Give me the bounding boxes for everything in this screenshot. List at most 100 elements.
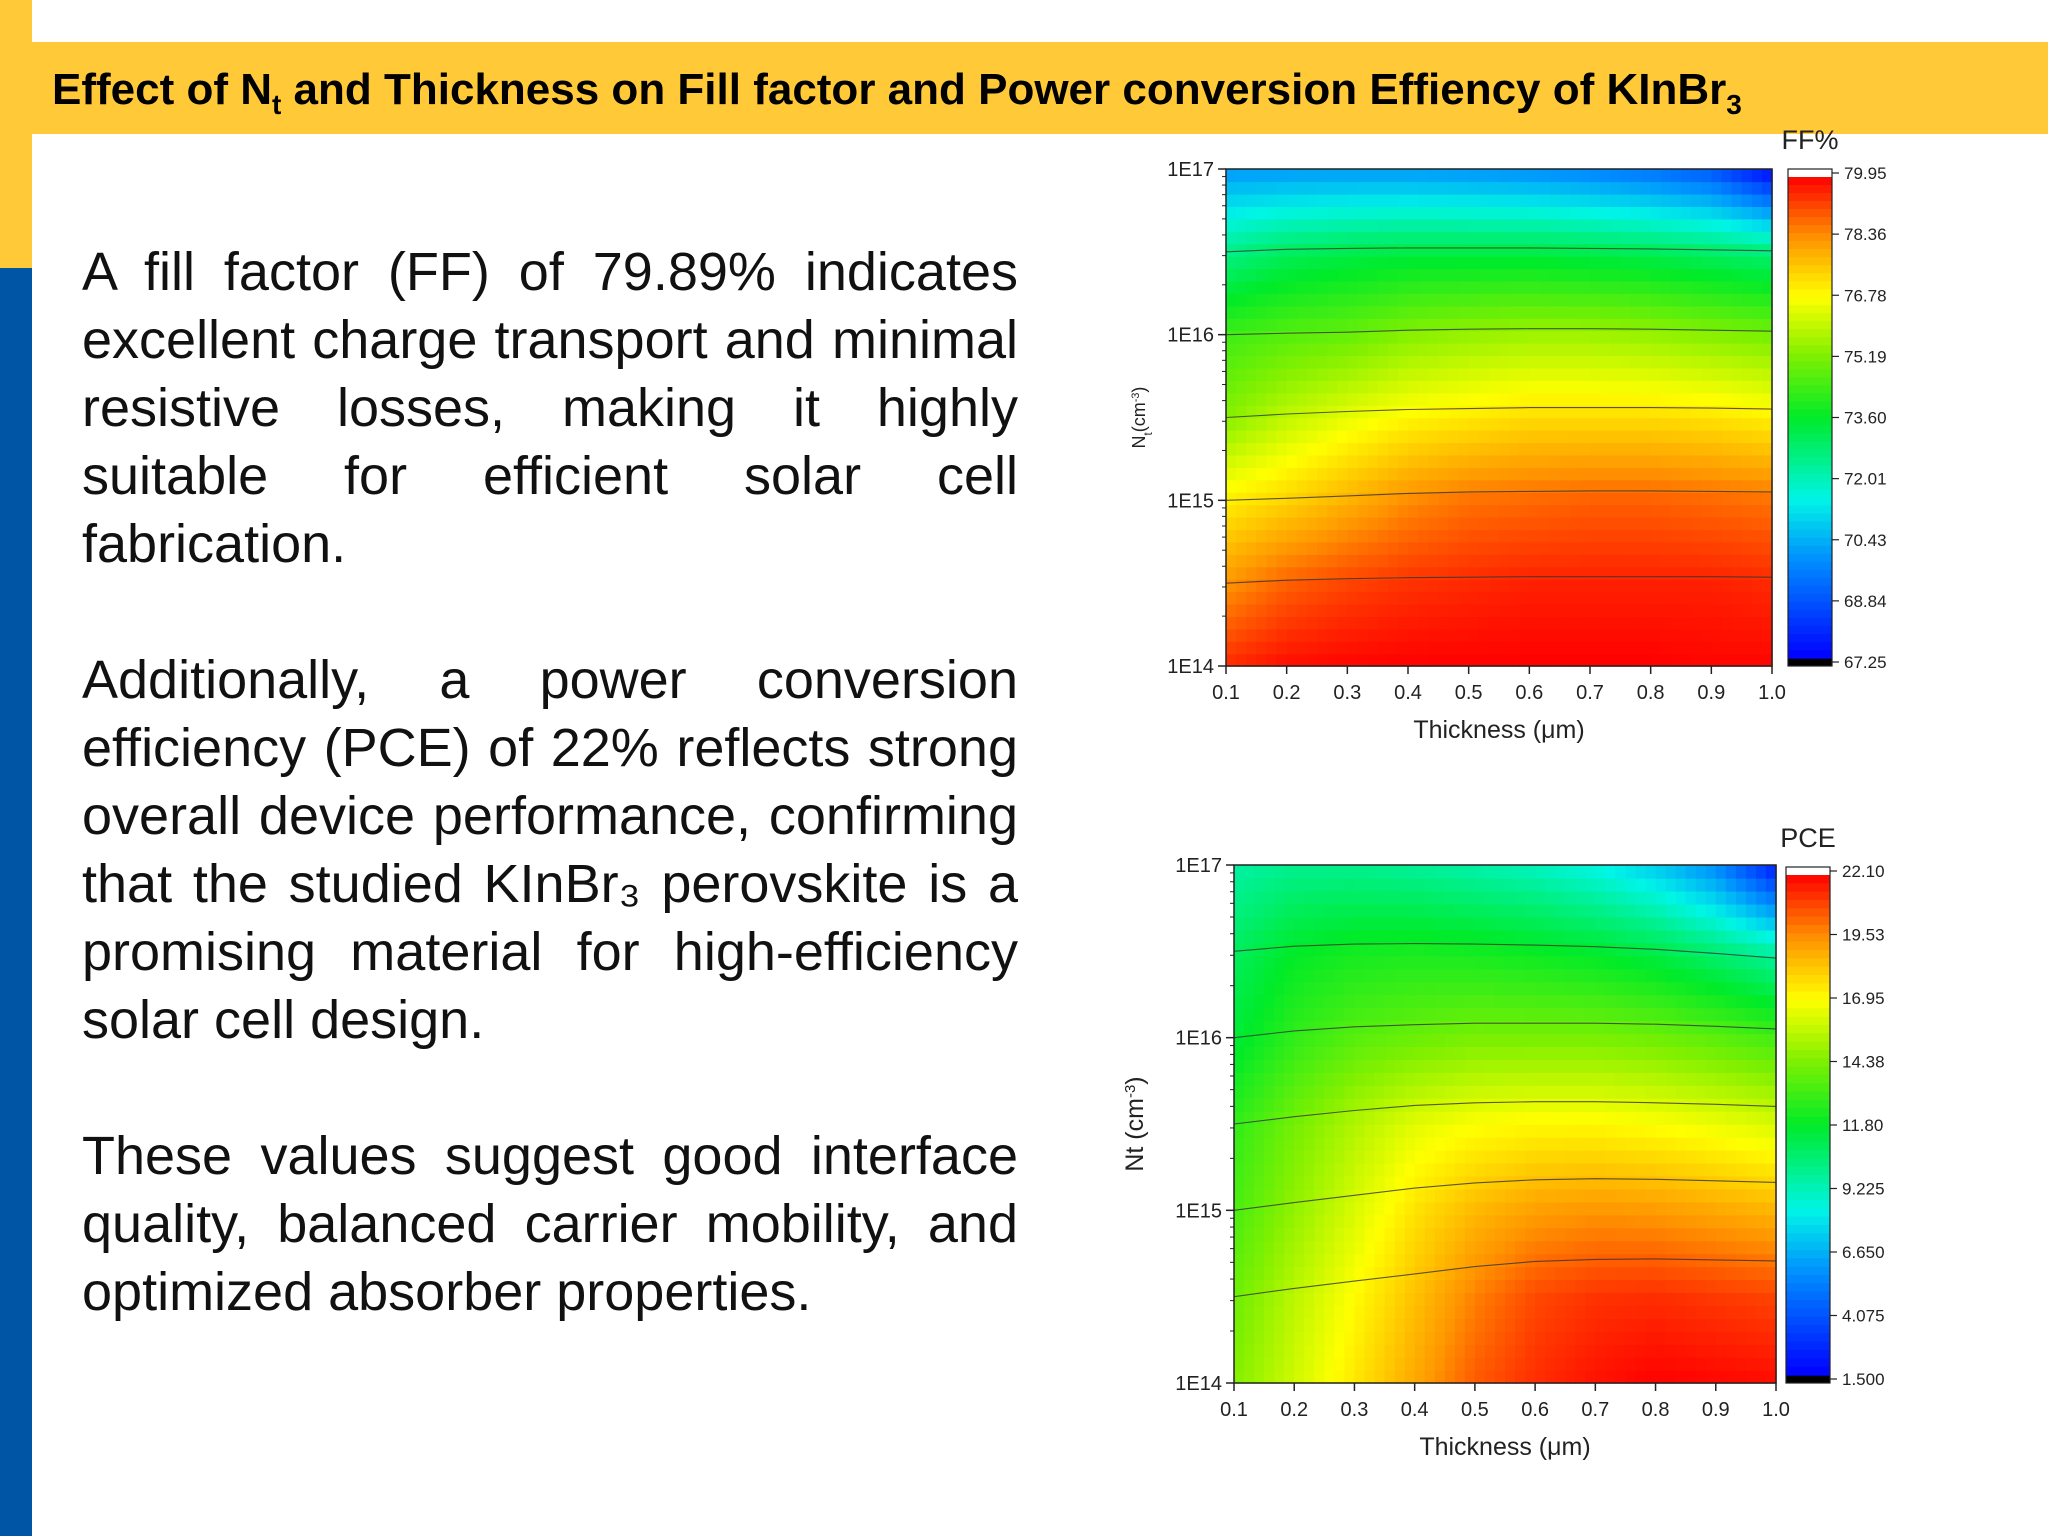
heatmap-cell: [1640, 206, 1652, 220]
colorbar-tick-label: 1.500: [1842, 1370, 1885, 1389]
heatmap-cell: [1549, 280, 1561, 294]
heatmap-cell: [1565, 1292, 1576, 1306]
heatmap-cell: [1458, 529, 1470, 543]
heatmap-cell: [1721, 591, 1733, 605]
heatmap-cell: [1529, 280, 1541, 294]
heatmap-cell: [1499, 355, 1510, 369]
heatmap-cell: [1387, 330, 1399, 344]
heatmap-cell: [1454, 1098, 1466, 1112]
heatmap-cell: [1565, 1227, 1576, 1242]
heatmap-cell: [1600, 367, 1611, 381]
colorbar-segment: [1788, 633, 1832, 643]
heatmap-cell: [1418, 305, 1429, 319]
heatmap-cell: [1529, 467, 1541, 481]
x-tick-label: 0.6: [1515, 682, 1543, 704]
heatmap-cell: [1569, 467, 1581, 481]
heatmap-cell: [1236, 454, 1247, 468]
heatmap-cell: [1274, 903, 1285, 918]
heatmap-cell: [1488, 454, 1500, 468]
heatmap-cell: [1549, 293, 1561, 307]
heatmap-cell: [1630, 305, 1642, 319]
heatmap-cell: [1600, 529, 1611, 543]
heatmap-cell: [1286, 529, 1298, 543]
heatmap-cell: [1675, 1007, 1687, 1022]
heatmap-cell: [1374, 1111, 1386, 1125]
heatmap-cell: [1559, 641, 1571, 655]
heatmap-cell: [1630, 628, 1642, 642]
heatmap-cell: [1458, 616, 1470, 630]
heatmap-cell: [1438, 417, 1450, 431]
heatmap-cell: [1246, 579, 1258, 593]
heatmap-cell: [1519, 293, 1531, 307]
heatmap-cell: [1414, 1085, 1426, 1099]
heatmap-cell: [1364, 1007, 1376, 1022]
heatmap-cell: [1505, 890, 1516, 905]
heatmap-cell: [1478, 181, 1490, 195]
colorbar-segment: [1788, 201, 1832, 210]
heatmap-cell: [1478, 243, 1490, 257]
heatmap-cell: [1519, 305, 1531, 319]
heatmap-cell: [1434, 1124, 1446, 1138]
heatmap-cell: [1705, 865, 1717, 879]
heatmap-cell: [1408, 218, 1419, 232]
y-tick-label: 1E17: [1175, 855, 1222, 877]
heatmap-cell: [1327, 641, 1338, 655]
heatmap-cell: [1424, 994, 1436, 1009]
heatmap-cell: [1327, 467, 1338, 481]
heatmap-cell: [1377, 442, 1389, 456]
heatmap-cell: [1695, 1033, 1707, 1047]
heatmap-cell: [1434, 1007, 1446, 1022]
heatmap-cell: [1377, 554, 1389, 568]
heatmap-cell: [1675, 1227, 1687, 1242]
heatmap-cell: [1731, 454, 1743, 468]
heatmap-cell: [1610, 193, 1622, 207]
heatmap-cell: [1397, 529, 1409, 543]
heatmap-cell: [1751, 442, 1763, 456]
heatmap-cell: [1438, 653, 1450, 667]
heatmap-cell: [1444, 1318, 1456, 1332]
heatmap-cell: [1374, 1214, 1386, 1229]
heatmap-cell: [1731, 380, 1743, 394]
heatmap-cell: [1337, 330, 1349, 344]
heatmap-cell: [1377, 454, 1389, 468]
heatmap-cell: [1675, 1175, 1687, 1190]
heatmap-cell: [1620, 616, 1632, 630]
heatmap-cell: [1579, 293, 1591, 307]
heatmap-cell: [1595, 865, 1607, 879]
heatmap-cell: [1448, 529, 1460, 543]
heatmap-cell: [1428, 392, 1440, 406]
heatmap-cell: [1725, 1344, 1737, 1358]
heatmap-cell: [1595, 1111, 1607, 1125]
heatmap-cell: [1434, 1370, 1446, 1384]
heatmap-cell: [1276, 417, 1288, 431]
heatmap-cell: [1640, 429, 1652, 444]
heatmap-cell: [1478, 380, 1490, 394]
heatmap-cell: [1640, 516, 1652, 531]
heatmap-cell: [1387, 380, 1399, 394]
heatmap-cell: [1484, 1046, 1496, 1060]
heatmap-cell: [1505, 1046, 1516, 1060]
heatmap-cell: [1725, 1240, 1737, 1255]
heatmap-cell: [1761, 591, 1773, 605]
heatmap-cell: [1296, 591, 1308, 605]
heatmap-cell: [1324, 1098, 1336, 1112]
heatmap-cell: [1565, 1214, 1576, 1229]
heatmap-cell: [1424, 1357, 1436, 1371]
heatmap-cell: [1384, 1149, 1396, 1164]
heatmap-cell: [1344, 968, 1356, 983]
colorbar-segment: [1788, 425, 1832, 435]
heatmap-cell: [1650, 616, 1662, 630]
heatmap-cell: [1367, 529, 1379, 543]
heatmap-cell: [1408, 591, 1419, 605]
heatmap-cell: [1715, 1072, 1727, 1086]
colorbar-tick-label: 22.10: [1842, 862, 1885, 881]
heatmap-cell: [1444, 1149, 1456, 1164]
heatmap-cell: [1424, 1279, 1436, 1294]
heatmap-cell: [1474, 1318, 1486, 1332]
heatmap-cell: [1474, 1033, 1486, 1047]
colorbar-segment: [1786, 1341, 1830, 1351]
heatmap-cell: [1670, 268, 1682, 282]
heatmap-cell: [1569, 355, 1581, 369]
heatmap-cell: [1468, 367, 1480, 381]
heatmap-cell: [1354, 1292, 1366, 1306]
